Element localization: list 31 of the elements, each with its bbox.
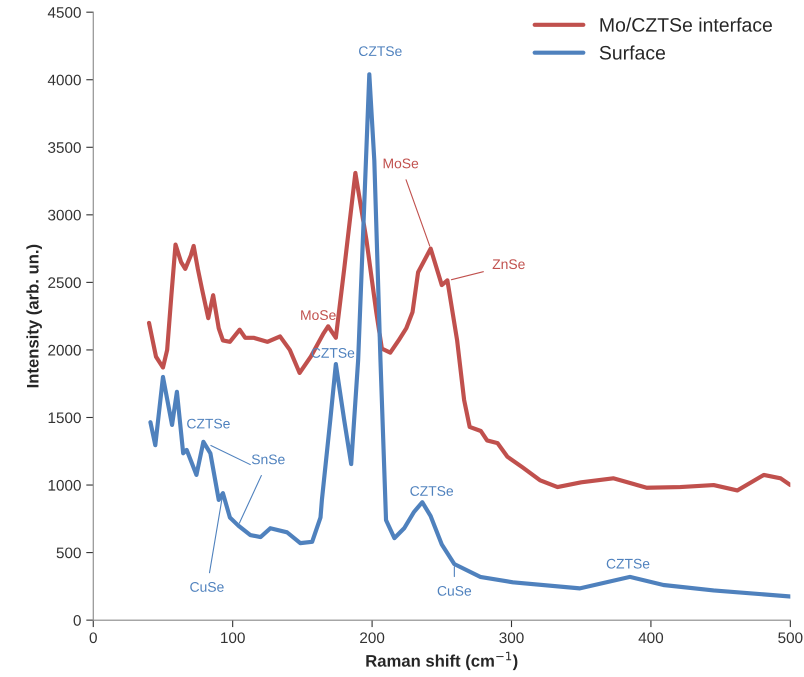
annotation: CuSe: [190, 582, 224, 592]
x-tick-label: 200: [360, 632, 384, 644]
y-tick-label: 3500: [48, 142, 81, 153]
y-tick-label: 4000: [48, 74, 81, 86]
annotation: CZTSe: [359, 46, 402, 56]
legend-label: Surface: [600, 45, 666, 60]
annotation: SnSe: [252, 454, 285, 464]
legend-label: Mo/CZTSe interface: [600, 18, 772, 32]
x-tick-label: 500: [778, 632, 802, 644]
x-tick-label: 300: [499, 632, 524, 644]
annotation: CZTSe: [410, 486, 454, 496]
y-tick-label: 0: [74, 615, 81, 626]
x-tick-label: 400: [638, 632, 664, 644]
y-tick-label: 2500: [48, 277, 81, 288]
x-axis-title: Raman shift (cm$^{−1}$): [366, 652, 518, 670]
annotation: MoSe: [384, 158, 418, 168]
annotation: CuSe: [438, 586, 472, 596]
x-tick-label: 0: [90, 632, 97, 644]
y-axis-title: Intensity (arb. un.): [26, 244, 42, 388]
y-tick-label: 2000: [48, 344, 81, 356]
y-tick-label: 1000: [48, 480, 81, 491]
annotation: CZTSe: [606, 558, 650, 569]
annotation: MoSe: [301, 310, 336, 320]
annotation: ZnSe: [492, 259, 525, 270]
annotation: CZTSe: [187, 418, 230, 429]
line-series: [148, 72, 790, 599]
y-tick-label: 3000: [48, 210, 81, 221]
y-tick-label: 4500: [48, 7, 81, 18]
y-tick-label: 500: [56, 547, 81, 558]
y-tick-label: 1500: [48, 412, 81, 424]
x-tick-label: 100: [221, 632, 245, 644]
